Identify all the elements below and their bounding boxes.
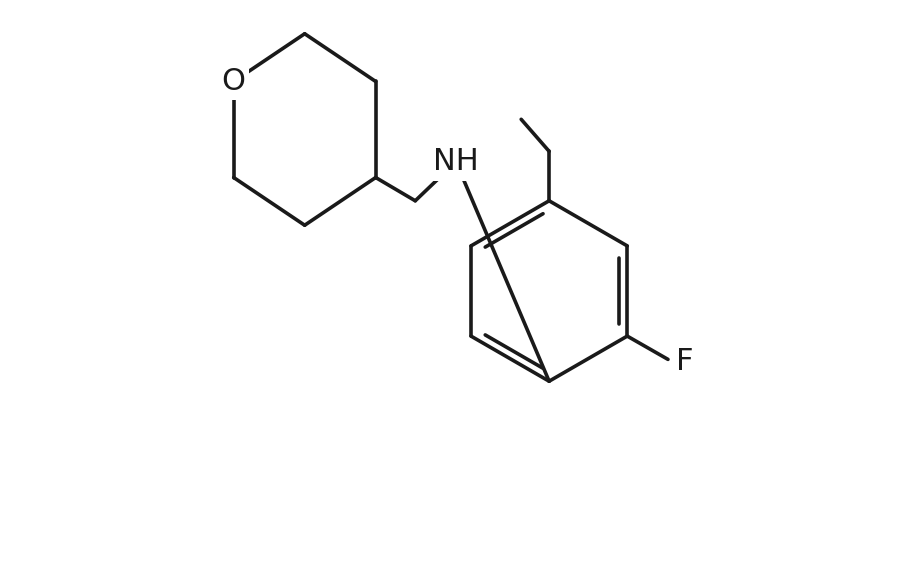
Text: F: F	[675, 347, 692, 376]
Text: O: O	[221, 67, 245, 96]
Text: NH: NH	[433, 147, 478, 176]
